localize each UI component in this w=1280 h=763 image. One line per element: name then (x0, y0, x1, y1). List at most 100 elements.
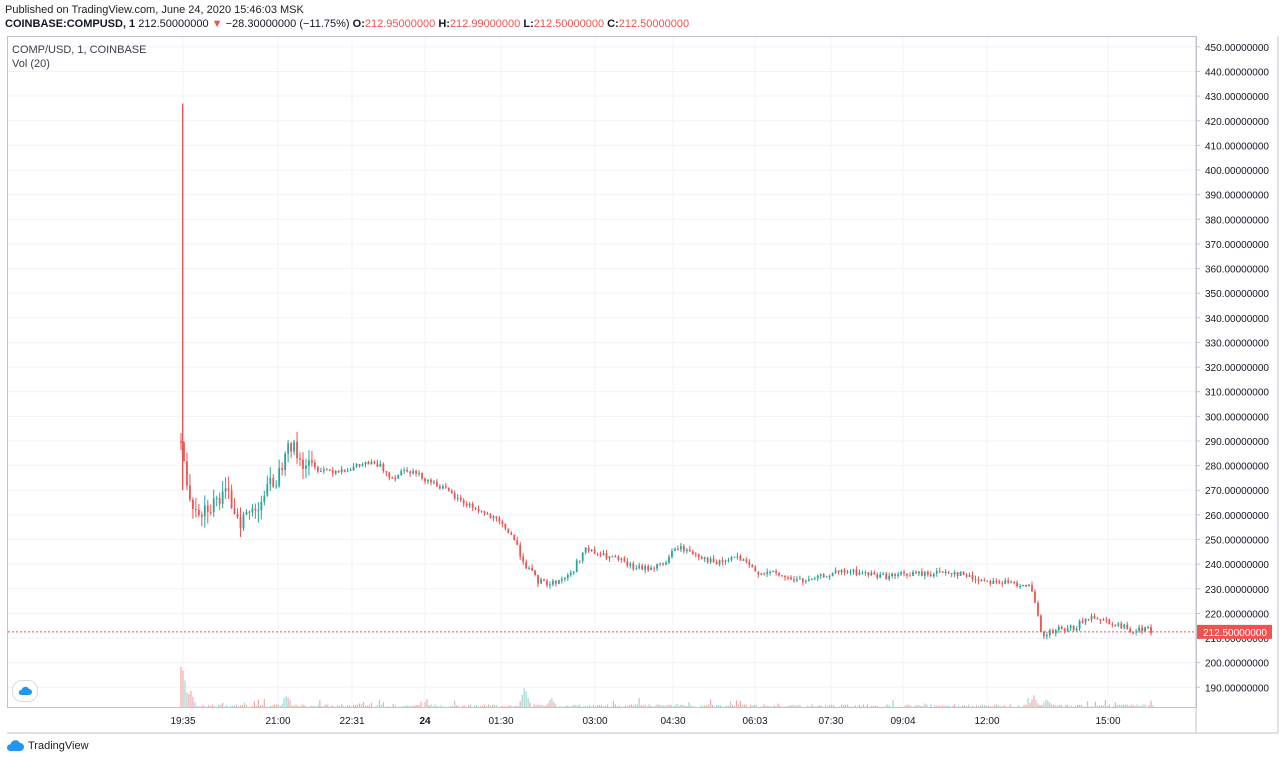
candle-body (302, 459, 304, 469)
candle-body (557, 580, 560, 584)
candle-body (1078, 620, 1081, 629)
candle-body (1057, 626, 1060, 631)
candle-body (516, 540, 519, 545)
volume-bar (733, 705, 736, 707)
candle-body (644, 566, 647, 570)
candle-body (447, 487, 450, 491)
candle-body (688, 549, 691, 552)
candle-body (468, 503, 471, 506)
symbol-label: COINBASE:COMPUSD, 1 (5, 18, 136, 30)
volume-bar (940, 706, 942, 707)
candle-body (364, 462, 367, 465)
volume-bar (501, 705, 503, 707)
candle-body (596, 553, 599, 555)
candle-body (498, 518, 501, 522)
volume-bar (1150, 700, 1152, 707)
candle-body (221, 491, 224, 504)
candle-body (632, 563, 635, 569)
candle-body (677, 548, 679, 550)
candle-body (415, 470, 417, 474)
y-tick-label: 260.00000000 (1205, 511, 1269, 522)
volume-bar (368, 705, 371, 707)
volume-bar (656, 704, 658, 707)
volume-bar (838, 706, 841, 707)
x-tick-label: 03:00 (582, 716, 607, 727)
candle-body (724, 560, 727, 562)
volume-bar (212, 704, 214, 707)
volume-bar (735, 700, 738, 707)
candle-body (819, 574, 822, 576)
candle-body (781, 575, 783, 577)
candle-body (691, 551, 694, 554)
candle-body (534, 570, 536, 575)
candle-body (938, 571, 941, 573)
candle-body (575, 560, 578, 572)
candle-body (965, 574, 968, 577)
volume-bar (989, 706, 991, 707)
volume-bar (210, 705, 212, 707)
close-value: 212.50000000 (618, 18, 690, 30)
volume-bar (1039, 705, 1041, 707)
candle-body (486, 513, 489, 515)
candle-body (1105, 619, 1108, 621)
candle-body (465, 503, 468, 506)
volume-bar (1009, 704, 1011, 707)
candle-body (944, 571, 947, 573)
volume-bar (946, 705, 948, 707)
candle-body (1117, 623, 1120, 626)
volume-bar (331, 705, 333, 707)
candle-body (203, 505, 206, 517)
candle-body (1034, 591, 1036, 603)
volume-bar (1138, 705, 1140, 707)
volume-bar (614, 704, 617, 707)
low-value: 212.50000000 (533, 18, 605, 30)
volume-bar (985, 705, 987, 707)
candle-body (915, 572, 917, 574)
volume-bar (352, 704, 355, 707)
volume-bar (944, 706, 946, 707)
candle-body (1066, 628, 1069, 632)
candle-body (1019, 586, 1021, 588)
candle-body (251, 508, 254, 513)
cloud-icon[interactable] (12, 680, 38, 702)
volume-bar (1045, 699, 1047, 707)
volume-bar (360, 704, 363, 707)
candle-body (409, 471, 412, 474)
candle-body (885, 573, 888, 580)
candle-body (462, 500, 465, 504)
candle-body (471, 503, 474, 508)
volume-bar (612, 701, 615, 707)
volume-bar (640, 705, 642, 707)
volume-bar (380, 704, 382, 707)
candle-body (903, 572, 905, 574)
volume-bar (654, 705, 656, 707)
candle-body (263, 495, 266, 503)
candle-body (367, 462, 370, 465)
candle-body (299, 458, 301, 460)
candle-body (343, 469, 346, 472)
candle-body (391, 477, 394, 479)
series-legend: COMP/USD, 1, COINBASE (12, 44, 147, 56)
candle-body (665, 562, 667, 565)
volume-bar (255, 705, 257, 707)
candle-body (272, 477, 275, 487)
volume-bar (277, 704, 279, 707)
candle-body (721, 560, 724, 562)
candle-body (873, 572, 876, 575)
candle-body (1031, 584, 1033, 592)
candle-body (1132, 632, 1135, 634)
candle-body (852, 569, 855, 572)
candle-body (1147, 626, 1149, 628)
candle-body (662, 563, 664, 565)
open-label: O: (352, 18, 365, 30)
volume-bar (616, 706, 619, 707)
candle-body (641, 565, 644, 570)
volume-bar (382, 702, 384, 707)
x-tick-label: 06:03 (742, 716, 767, 727)
volume-bar (188, 694, 190, 707)
y-tick-label: 420.00000000 (1205, 117, 1269, 128)
volume-bar (638, 698, 640, 707)
candle-body (296, 441, 298, 459)
volume-bar (245, 704, 248, 707)
